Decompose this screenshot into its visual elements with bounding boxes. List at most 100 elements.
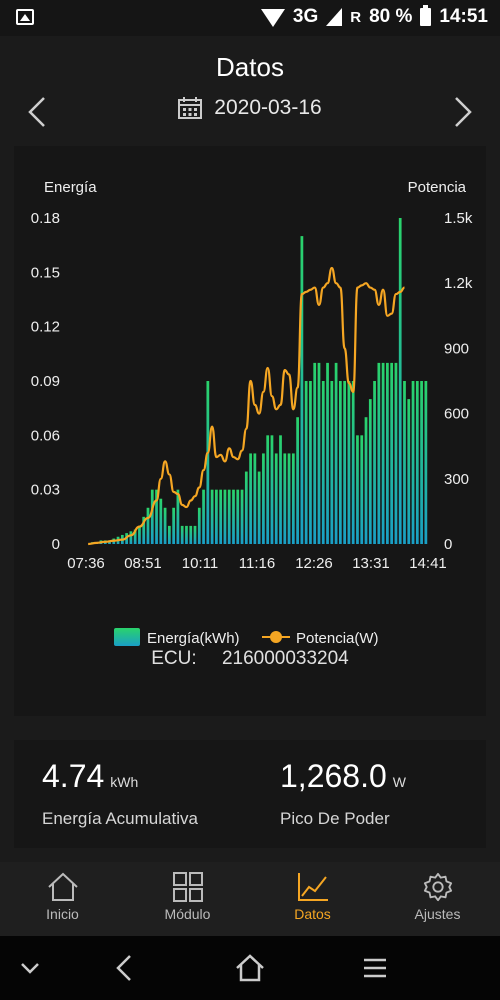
energy-bar <box>338 381 342 544</box>
home-icon <box>47 872 78 901</box>
peak-value: 1,268.0 <box>280 758 387 794</box>
energy-label: Energía Acumulativa <box>42 809 198 828</box>
system-navigation-bar <box>0 936 500 1000</box>
ecu-value: 216000033204 <box>221 648 349 669</box>
energy-bar <box>411 381 415 544</box>
grid-icon <box>172 872 203 902</box>
legend-power-marker <box>270 631 282 643</box>
energy-bar <box>291 453 295 544</box>
power-series-line <box>88 266 405 546</box>
right-tick-label: 300 <box>444 471 469 488</box>
tab-label: Inicio <box>46 906 79 922</box>
tab-label: Módulo <box>164 906 211 922</box>
energy-bar <box>296 417 299 544</box>
wifi-icon <box>260 9 285 27</box>
previous-day-button[interactable] <box>22 94 52 130</box>
battery-percent: 80 % <box>369 6 413 27</box>
legend-energy-swatch <box>114 628 140 646</box>
tab-inicio[interactable]: Inicio <box>0 862 125 936</box>
date-picker[interactable]: 2020-03-16 <box>0 96 500 120</box>
left-axis-label: Energía <box>44 179 97 196</box>
left-tick-label: 0.03 <box>31 482 60 499</box>
energy-bar <box>377 362 381 544</box>
home-outline-icon <box>236 954 264 982</box>
right-tick-label: 1.2k <box>444 275 473 292</box>
energy-bar <box>262 453 265 544</box>
right-tick-label: 1.5k <box>444 210 473 227</box>
tab-modulo[interactable]: Módulo <box>125 862 250 936</box>
tab-ajustes[interactable]: Ajustes <box>375 862 500 936</box>
energy-bar <box>266 435 270 544</box>
left-tick-label: 0.12 <box>31 319 60 336</box>
energy-bar <box>334 362 338 544</box>
energy-bar <box>407 399 411 544</box>
roaming-indicator: R <box>350 8 362 26</box>
energy-bar <box>356 435 359 544</box>
energy-bar <box>287 453 291 544</box>
energy-bar <box>300 236 304 545</box>
left-tick-label: 0 <box>52 536 60 553</box>
collapse-nav-button[interactable] <box>14 952 46 984</box>
calendar-icon <box>178 97 203 119</box>
energy-bar <box>257 471 261 544</box>
energy-bar <box>309 381 312 544</box>
energy-bar <box>227 489 231 544</box>
energy-bar <box>347 381 351 544</box>
energy-bar <box>420 381 423 544</box>
system-menu-button[interactable] <box>359 952 391 984</box>
x-tick-label: 11:16 <box>239 555 275 572</box>
stat-peak: 1,268.0 W Pico De Poder <box>280 758 406 829</box>
right-tick-label: 0 <box>444 536 452 553</box>
energy-bar <box>317 362 321 544</box>
energy-bar <box>313 362 317 544</box>
energy-bar <box>176 489 180 544</box>
system-home-button[interactable] <box>234 952 266 984</box>
energy-bar <box>240 489 244 544</box>
x-tick-label: 10:11 <box>182 555 218 572</box>
energy-bar <box>129 531 133 544</box>
ecu-info: ECU: 216000033204 <box>14 648 486 670</box>
energy-bar <box>180 525 184 544</box>
x-tick-label: 12:26 <box>295 555 333 572</box>
stat-energy: 4.74 kWh Energía Acumulativa <box>42 758 198 829</box>
status-bar: 3G R 80 % 14:51 <box>0 0 500 36</box>
energy-bar <box>197 507 201 544</box>
energy-bar <box>206 381 210 544</box>
legend-power-label: Potencia(W) <box>296 630 379 646</box>
energy-bar <box>415 381 419 544</box>
energy-bar <box>232 489 235 544</box>
battery-icon <box>420 5 432 26</box>
chevron-down-icon <box>21 963 39 974</box>
status-indicators: 3G R 80 % 14:51 <box>260 5 488 28</box>
energy-bar <box>159 498 163 544</box>
energy-bar <box>133 529 137 544</box>
back-icon <box>116 955 131 981</box>
left-tick-label: 0.18 <box>31 210 60 227</box>
x-tick-label: 14:41 <box>409 555 447 572</box>
peak-unit: W <box>392 774 406 790</box>
tab-label: Datos <box>294 906 331 922</box>
chart-card: Energía Potencia 0 0.03 0.06 0.09 0.12 0.15 0.… <box>14 146 486 716</box>
energy-bar <box>138 525 141 544</box>
signal-icon <box>326 8 343 26</box>
energy-bar <box>189 525 193 544</box>
system-back-button[interactable] <box>108 952 140 984</box>
left-tick-label: 0.09 <box>31 373 60 390</box>
energy-bar <box>403 381 406 544</box>
energy-power-chart: Energía Potencia 0 0.03 0.06 0.09 0.12 0.15 0.… <box>31 179 473 646</box>
energy-bar <box>142 516 146 544</box>
energy-bar <box>283 453 287 544</box>
image-notification-icon <box>16 9 34 25</box>
tab-datos[interactable]: Datos <box>250 862 375 936</box>
legend-energy-label: Energía(kWh) <box>147 630 240 646</box>
next-day-button[interactable] <box>448 94 478 130</box>
energy-bar <box>368 399 372 544</box>
energy-bar <box>244 471 248 544</box>
left-tick-label: 0.15 <box>31 264 60 281</box>
network-type: 3G <box>292 6 319 27</box>
energy-bar <box>330 381 334 544</box>
right-tick-label: 600 <box>444 406 469 423</box>
energy-bar <box>279 435 282 544</box>
energy-bar <box>321 381 325 544</box>
energy-bar <box>236 489 240 544</box>
